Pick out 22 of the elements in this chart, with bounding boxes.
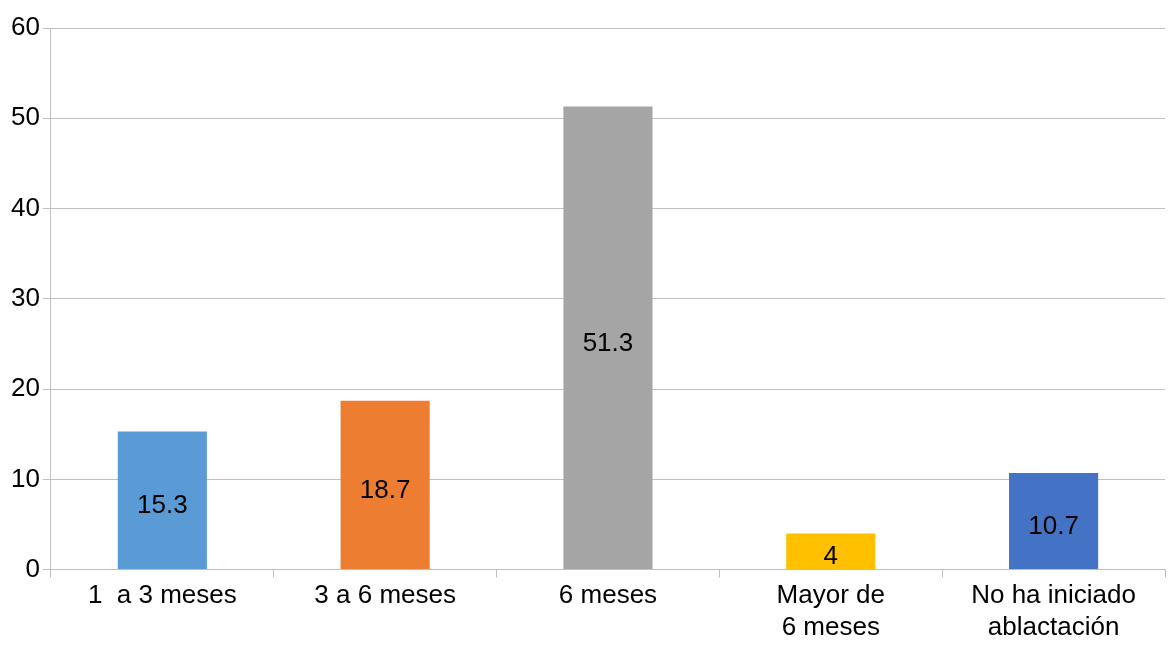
bar: [563, 106, 653, 570]
y-tick-label: 40: [11, 191, 40, 222]
x-tick-label: No ha iniciado ablactación: [971, 579, 1136, 641]
data-label: 10.7: [1028, 510, 1079, 541]
x-tick-label: 6 meses: [558, 579, 658, 610]
y-tick-label: 30: [11, 281, 40, 312]
x-tick-label: 1 a 3 meses: [87, 579, 237, 610]
y-tick-label: 60: [11, 11, 40, 42]
bar: [1009, 473, 1099, 570]
bar: [786, 533, 876, 570]
y-tick-label: 0: [25, 552, 40, 583]
y-tick-label: 50: [11, 101, 40, 132]
bar: [117, 431, 207, 570]
y-tick-label: 10: [11, 462, 40, 493]
y-tick-label: 20: [11, 372, 40, 403]
bar: [340, 400, 430, 570]
data-label: 15.3: [137, 489, 188, 520]
data-label: 4: [823, 540, 839, 571]
data-label: 18.7: [359, 474, 411, 505]
x-tick-label: Mayor de 6 meses: [776, 579, 885, 641]
x-tick-label: 3 a 6 meses: [314, 579, 456, 610]
data-label: 51.3: [582, 326, 634, 357]
